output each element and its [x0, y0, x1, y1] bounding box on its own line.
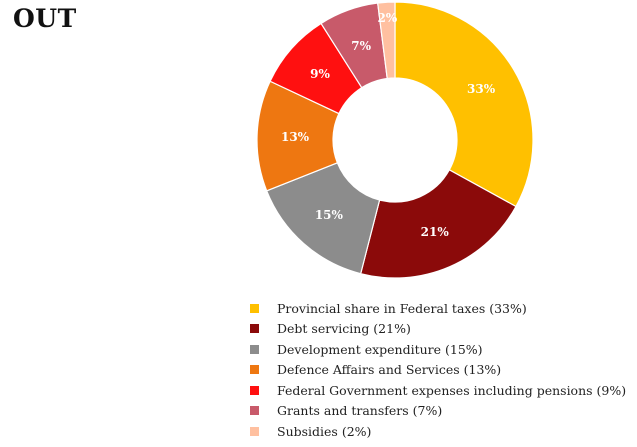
legend-item-4: Federal Government expenses including pe… [250, 380, 637, 401]
slice-label-3: 13% [281, 130, 310, 144]
legend-item-2: Development expenditure (15%) [250, 339, 637, 360]
slice-0 [394, 1, 534, 208]
legend-swatch-0 [250, 303, 259, 313]
legend-label-3: Defence Affairs and Services (13%) [277, 362, 502, 378]
legend: Provincial share in Federal taxes (33%) D… [250, 298, 637, 442]
legend-label-4: Federal Government expenses including pe… [277, 382, 627, 398]
legend-swatch-3 [250, 365, 259, 375]
slice-label-1: 21% [421, 225, 450, 239]
slice-1 [359, 169, 517, 279]
legend-item-3: Defence Affairs and Services (13%) [250, 360, 637, 381]
legend-label-1: Debt servicing (21%) [277, 321, 411, 337]
slice-6 [377, 1, 396, 80]
slice-label-0: 33% [467, 82, 496, 96]
legend-item-6: Subsidies (2%) [250, 421, 637, 442]
legend-label-2: Development expenditure (15%) [277, 341, 483, 357]
legend-label-0: Provincial share in Federal taxes (33%) [277, 300, 527, 316]
slice-label-6: 2% [377, 11, 397, 25]
legend-swatch-2 [250, 344, 259, 354]
slice-label-4: 9% [310, 67, 330, 81]
legend-swatch-4 [250, 385, 259, 395]
legend-item-1: Debt servicing (21%) [250, 319, 637, 340]
legend-label-5: Grants and transfers (7%) [277, 403, 443, 419]
slice-labels-group: 33% 21% 15% 13% 9% 7% 2% [281, 11, 496, 239]
slice-2 [265, 162, 381, 275]
legend-label-6: Subsidies (2%) [277, 423, 372, 439]
legend-swatch-6 [250, 426, 259, 436]
legend-swatch-1 [250, 324, 259, 334]
legend-swatch-5 [250, 406, 259, 416]
page-title: OUT [13, 4, 77, 33]
slices-group [256, 1, 534, 279]
legend-item-5: Grants and transfers (7%) [250, 401, 637, 422]
legend-item-0: Provincial share in Federal taxes (33%) [250, 298, 637, 319]
slice-label-2: 15% [315, 208, 344, 222]
slice-label-5: 7% [351, 39, 371, 53]
